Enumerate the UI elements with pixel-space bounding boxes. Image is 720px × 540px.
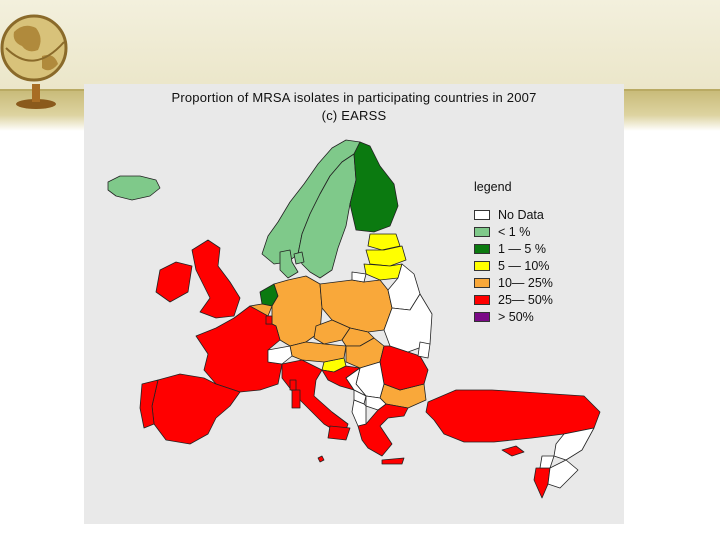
country-latvia — [365, 245, 407, 267]
country-moldova — [417, 341, 431, 359]
legend-swatch — [474, 243, 490, 254]
country-switzerland — [267, 345, 293, 365]
country-ireland — [155, 261, 193, 303]
legend-item: 25— 50% — [474, 291, 553, 308]
europe-map — [107, 139, 601, 499]
island-sardinia — [291, 389, 301, 409]
legend-label: No Data — [498, 207, 544, 222]
map-title: Proportion of MRSA isolates in participa… — [171, 90, 537, 105]
country-romania — [379, 345, 429, 391]
country-albania — [351, 399, 367, 427]
legend-item: 5 — 10% — [474, 257, 553, 274]
legend-label: 1 — 5 % — [498, 241, 546, 256]
country-russia-kaliningrad — [351, 271, 367, 283]
country-austria — [289, 341, 347, 363]
country-cyprus — [501, 445, 525, 457]
country-macedonia — [365, 395, 387, 411]
legend-label: < 1 % — [498, 224, 531, 239]
globe-icon — [0, 14, 68, 109]
legend-label: 10— 25% — [498, 275, 553, 290]
legend-title: legend — [474, 180, 512, 194]
island-crete — [381, 457, 405, 465]
legend-swatch — [474, 277, 490, 288]
island-corsica — [289, 379, 297, 391]
country-iceland — [107, 175, 161, 201]
legend-label: 5 — 10% — [498, 258, 550, 273]
legend-item: 10— 25% — [474, 274, 553, 291]
legend-label: 25— 50% — [498, 292, 553, 307]
legend-swatch — [474, 209, 490, 220]
island-sicily — [327, 425, 351, 441]
legend-item: 1 — 5 % — [474, 240, 553, 257]
island-zealand — [293, 251, 305, 265]
country-israel — [533, 467, 551, 499]
legend-item: < 1 % — [474, 223, 553, 240]
country-bosnia — [345, 367, 367, 397]
country-finland — [349, 141, 399, 233]
legend-swatch — [474, 311, 490, 322]
country-united-kingdom — [191, 239, 241, 319]
legend-swatch — [474, 226, 490, 237]
country-portugal — [139, 379, 159, 429]
country-luxembourg — [265, 315, 273, 325]
map-legend: legend No Data < 1 % 1 — 5 % 5 — 10% 10— 25%… — [474, 180, 553, 325]
country-jordan — [547, 459, 579, 489]
mrsa-map-panel: Proportion of MRSA isolates in participa… — [84, 84, 624, 524]
map-subtitle: (c) EARSS — [321, 108, 387, 123]
legend-label: > 50% — [498, 309, 534, 324]
slide-header-band — [0, 0, 720, 90]
legend-swatch — [474, 294, 490, 305]
country-lebanon — [539, 455, 555, 469]
legend-swatch — [474, 260, 490, 271]
legend-item: No Data — [474, 206, 553, 223]
country-estonia — [367, 233, 401, 251]
country-lithuania — [363, 263, 403, 281]
legend-item: > 50% — [474, 308, 553, 325]
country-denmark — [279, 249, 299, 279]
country-malta — [317, 455, 325, 463]
